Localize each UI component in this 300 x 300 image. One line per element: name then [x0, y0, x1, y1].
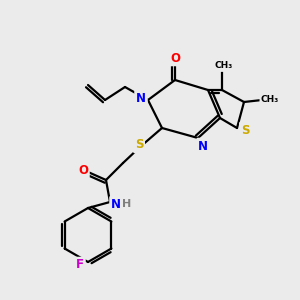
Text: H: H	[122, 199, 132, 209]
Text: S: S	[241, 124, 249, 136]
Text: CH₃: CH₃	[261, 95, 279, 104]
Text: O: O	[170, 52, 180, 64]
Text: F: F	[76, 259, 84, 272]
Text: O: O	[78, 164, 88, 176]
Text: S: S	[135, 139, 143, 152]
Text: CH₃: CH₃	[215, 61, 233, 70]
Text: N: N	[136, 92, 146, 104]
Text: N: N	[111, 197, 121, 211]
Text: N: N	[198, 140, 208, 152]
